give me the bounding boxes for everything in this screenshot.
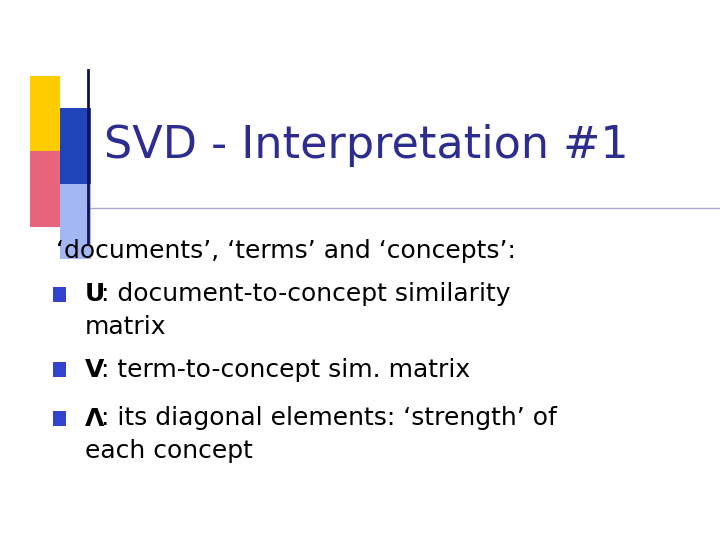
Bar: [30, 151, 60, 227]
Bar: [53, 411, 66, 426]
Text: matrix: matrix: [85, 315, 166, 339]
Text: U: U: [85, 282, 105, 306]
Bar: [60, 184, 91, 259]
Bar: [53, 362, 66, 377]
Text: SVD - Interpretation #1: SVD - Interpretation #1: [104, 124, 629, 167]
Text: : term-to-concept sim. matrix: : term-to-concept sim. matrix: [101, 358, 470, 382]
Text: V: V: [85, 358, 104, 382]
Text: Λ: Λ: [85, 407, 104, 430]
Text: ‘documents’, ‘terms’ and ‘concepts’:: ‘documents’, ‘terms’ and ‘concepts’:: [56, 239, 516, 263]
Bar: [60, 108, 91, 184]
Text: each concept: each concept: [85, 439, 253, 463]
Text: : document-to-concept similarity: : document-to-concept similarity: [101, 282, 510, 306]
Bar: [30, 76, 60, 151]
Bar: [53, 287, 66, 302]
Text: : its diagonal elements: ‘strength’ of: : its diagonal elements: ‘strength’ of: [101, 407, 557, 430]
